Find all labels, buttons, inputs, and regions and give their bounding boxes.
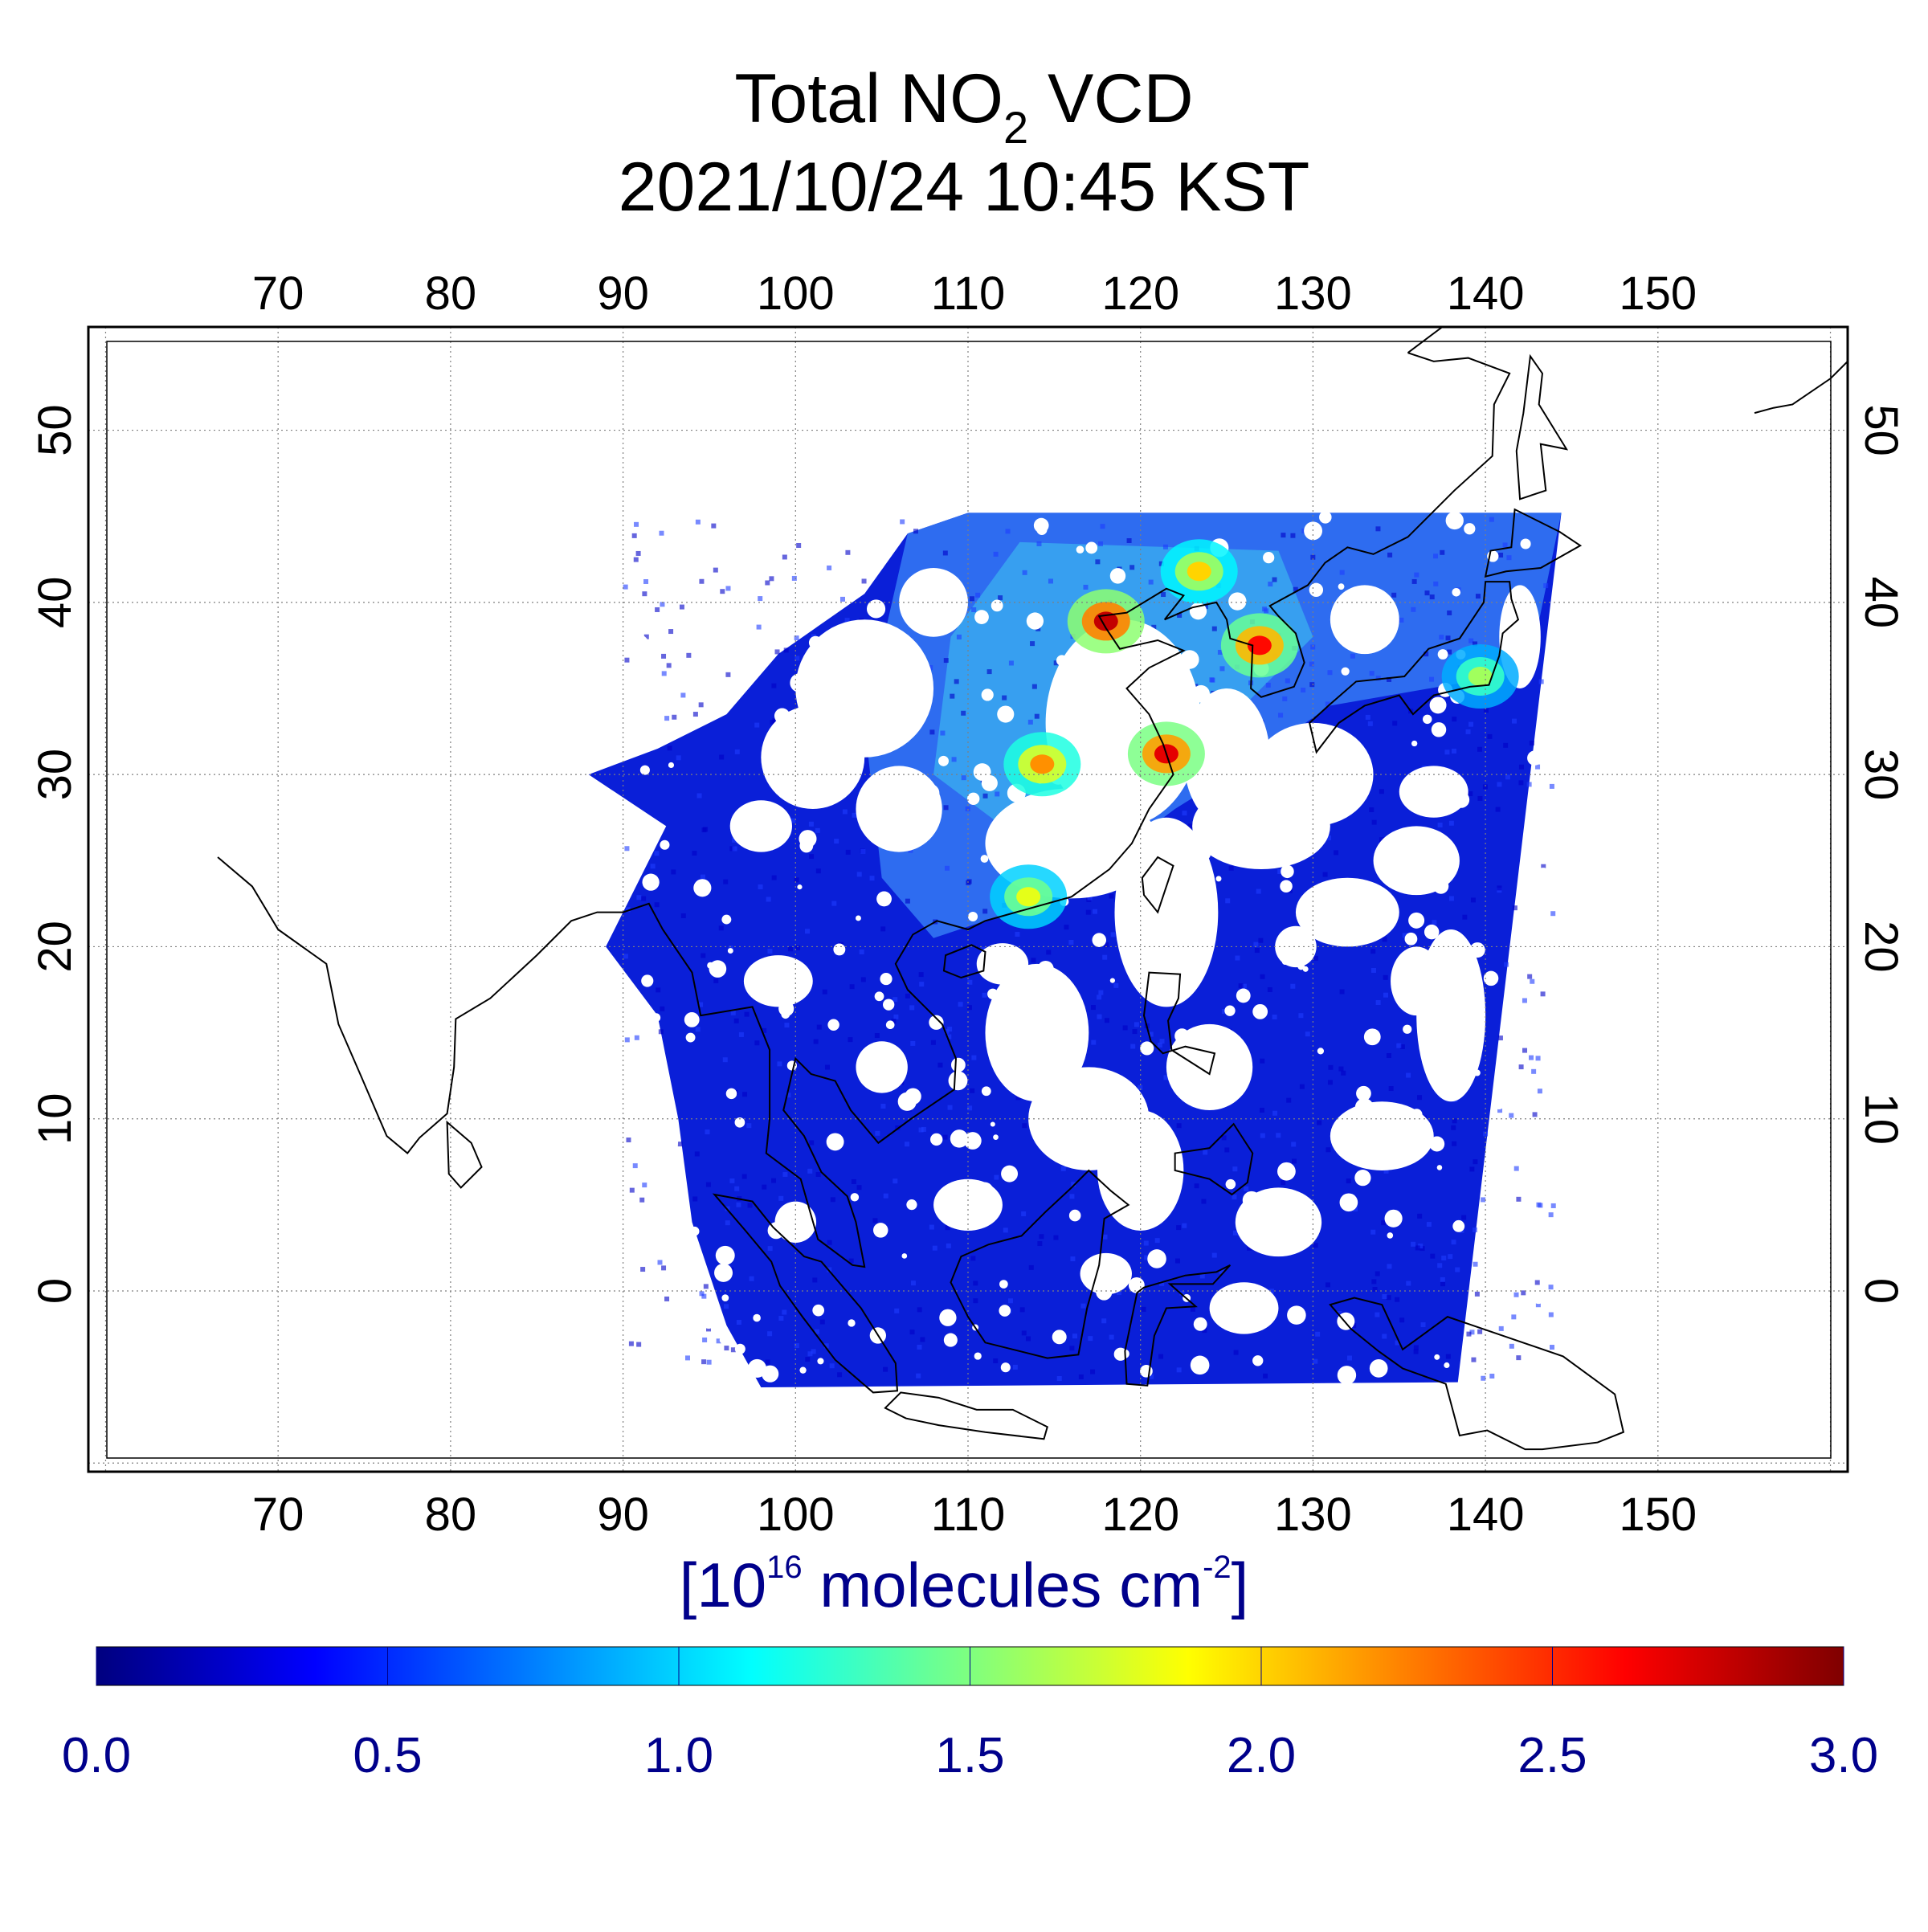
coastline-okhotsk (1407, 327, 1486, 353)
coastline-java (884, 1391, 1048, 1440)
coastline-borneo (950, 1169, 1130, 1359)
lat-tick-label: 10 (1855, 1093, 1907, 1145)
no2-hotspot (1067, 589, 1145, 654)
colorbar-tick-label: 2.5 (1517, 1728, 1587, 1783)
lon-tick-label: 100 (757, 1489, 835, 1541)
colorbar-tick-label: 2.0 (1227, 1728, 1296, 1783)
cloud-gap (729, 800, 793, 852)
no2-hotspot (1160, 539, 1238, 604)
cloud-gap (1166, 1023, 1253, 1110)
coastline-luzon (1142, 971, 1216, 1076)
map-inner-frame (106, 341, 1832, 1459)
figure-title: Total NO2 VCD (734, 60, 1193, 153)
cloud-gap (899, 568, 968, 637)
colorbar-tick-label: 3.0 (1809, 1728, 1878, 1783)
lon-tick-label: 150 (1619, 268, 1697, 320)
coastline-sri-lanka (446, 1120, 483, 1189)
cloud-gap (636, 1084, 679, 1188)
cloud-gap (976, 943, 1029, 985)
coastline-sumatra (712, 1193, 899, 1394)
lon-tick-label: 140 (1447, 1489, 1525, 1541)
lat-tick-label: 40 (1855, 577, 1907, 629)
cloud-gap (1295, 877, 1399, 947)
lat-tick-label: 40 (29, 577, 81, 629)
coastline-new-guinea (1329, 1297, 1625, 1451)
lon-tick-label: 130 (1274, 1489, 1352, 1541)
lat-tick-labels-left: 0 10 20 30 40 50 (29, 404, 81, 1304)
coastline-mindanao (1174, 1122, 1254, 1196)
lon-tick-label: 70 (252, 1489, 304, 1541)
map-layer (88, 327, 1848, 1472)
lat-tick-label: 10 (29, 1093, 81, 1145)
lon-tick-label: 110 (931, 1489, 1005, 1541)
lon-tick-label: 150 (1619, 1489, 1697, 1541)
cloud-gap (774, 1201, 817, 1244)
cloud-gap (1373, 826, 1460, 896)
figure-datetime: 2021/10/24 10:45 KST (619, 149, 1310, 226)
colorbar-unit-label: [1016 molecules cm-2] (680, 1550, 1249, 1620)
cloud-gaps (620, 511, 1559, 1385)
coastline-taiwan (1141, 856, 1174, 914)
cloud-gap (761, 705, 865, 809)
lon-tick-labels-top: 70 80 90 100 110 120 130 140 150 (252, 268, 1697, 320)
map-frame (87, 325, 1849, 1473)
coastline-japan-honshu (1309, 581, 1520, 754)
colorbar-tick-label: 1.5 (935, 1728, 1004, 1783)
colorbar-tick-label: 1.0 (644, 1728, 713, 1783)
coastline-sakhalin (1515, 353, 1569, 500)
lon-tick-label: 90 (597, 268, 649, 320)
cloud-gap (1209, 1282, 1279, 1334)
coastlines (217, 327, 1848, 1451)
lat-tick-label: 20 (29, 921, 81, 973)
no2-hotspot (1220, 613, 1298, 678)
lon-tick-label: 120 (1101, 268, 1179, 320)
coastline-mainland-asia (217, 352, 1511, 1268)
lat-tick-label: 0 (29, 1278, 81, 1304)
lat-tick-label: 50 (29, 404, 81, 456)
cloud-gap (1391, 946, 1443, 1016)
lon-tick-labels-bottom: 70 80 90 100 110 120 130 140 150 (252, 1489, 1697, 1541)
lon-tick-label: 120 (1101, 1489, 1179, 1541)
lon-tick-label: 110 (931, 268, 1005, 320)
lon-tick-label: 130 (1274, 268, 1352, 320)
coastline-sulawesi (1124, 1264, 1232, 1387)
cloud-gap (985, 963, 1089, 1102)
lat-tick-labels-right: 0 10 20 30 40 50 (1855, 404, 1907, 1304)
coastline-hainan (942, 944, 986, 979)
lon-tick-label: 80 (425, 1489, 477, 1541)
coastline-hokkaido (1484, 508, 1583, 578)
lat-tick-label: 30 (1855, 749, 1907, 801)
lat-tick-label: 50 (1855, 404, 1907, 456)
cloud-gap (1399, 766, 1468, 818)
cloud-gap (856, 1041, 908, 1093)
lon-tick-label: 80 (425, 268, 477, 320)
colorbar-tick-label: 0.0 (62, 1728, 131, 1783)
lat-tick-label: 30 (29, 749, 81, 801)
no2-hotspot (990, 864, 1068, 929)
cloud-gap (1275, 925, 1317, 968)
lat-tick-label: 20 (1855, 921, 1907, 973)
lon-tick-label: 70 (252, 268, 304, 320)
coastline-kamchatka (1754, 361, 1848, 415)
cloud-gap (743, 955, 813, 1007)
lon-tick-label: 90 (597, 1489, 649, 1541)
colorbar-tick-label: 0.5 (353, 1728, 422, 1783)
lon-tick-label: 140 (1447, 268, 1525, 320)
colorbar-ticks: 0.0 0.5 1.0 1.5 2.0 2.5 3.0 (62, 1647, 1878, 1783)
lat-tick-label: 0 (1855, 1278, 1907, 1304)
no2-hotspot (1003, 732, 1081, 797)
lon-tick-label: 100 (757, 268, 835, 320)
no2-hotspot (1441, 644, 1519, 709)
